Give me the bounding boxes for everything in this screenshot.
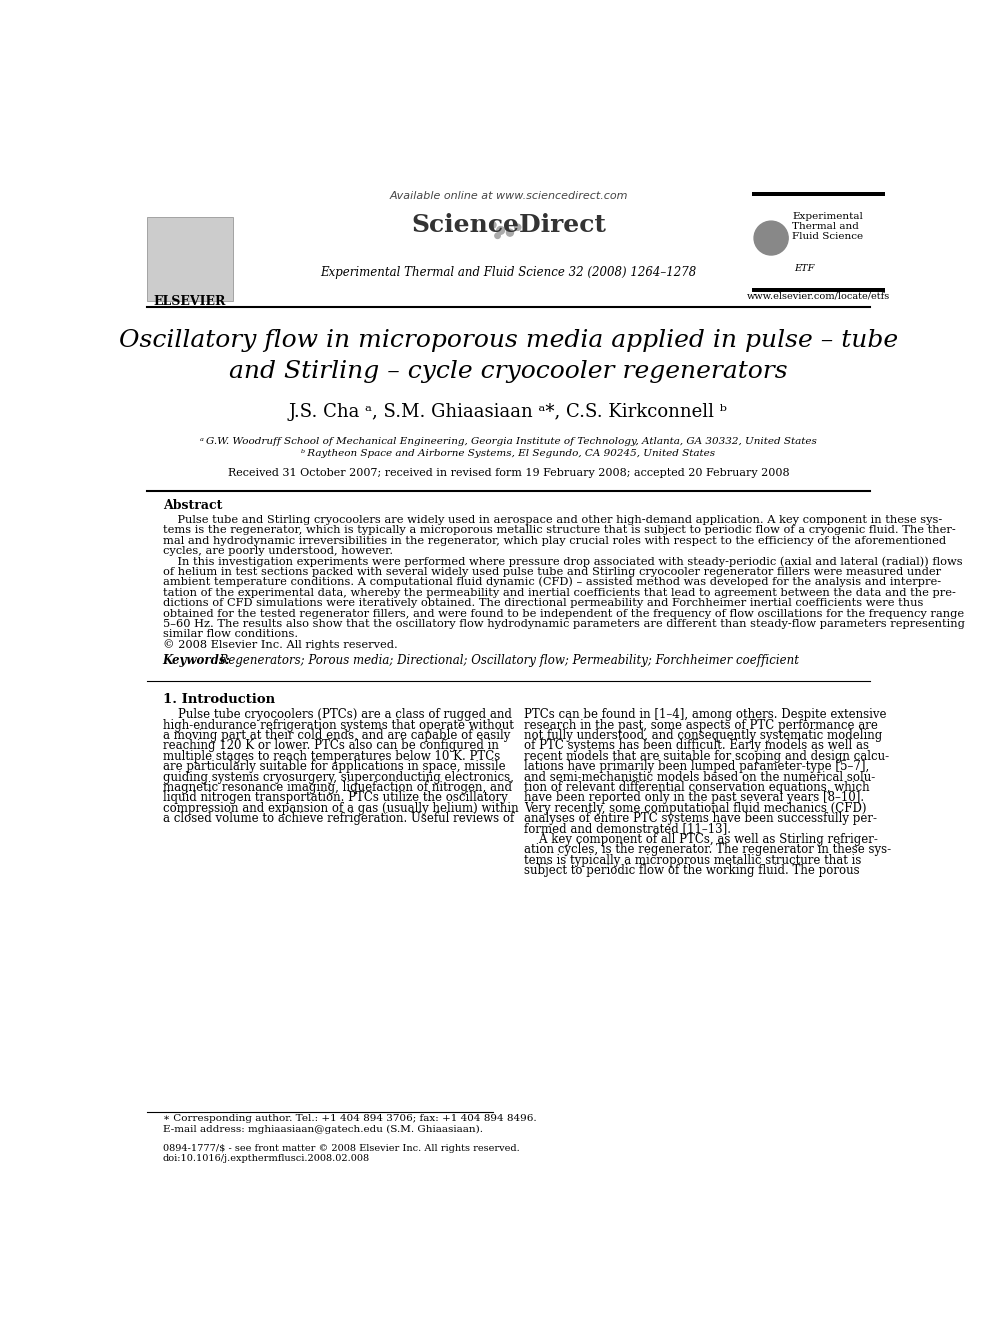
Text: Keywords:: Keywords:	[163, 655, 230, 667]
Text: Available online at www.sciencedirect.com: Available online at www.sciencedirect.co…	[389, 191, 628, 201]
Bar	[752, 288, 885, 292]
Circle shape	[507, 229, 514, 235]
Circle shape	[495, 233, 500, 238]
Text: are particularly suitable for applications in space, missile: are particularly suitable for applicatio…	[163, 761, 505, 773]
Text: similar flow conditions.: similar flow conditions.	[163, 630, 298, 639]
Text: cycles, are poorly understood, however.: cycles, are poorly understood, however.	[163, 546, 393, 556]
Text: Very recently, some computational fluid mechanics (CFD): Very recently, some computational fluid …	[524, 802, 866, 815]
Text: compression and expansion of a gas (usually helium) within: compression and expansion of a gas (usua…	[163, 802, 519, 815]
Text: ᵃ G.W. Woodruff School of Mechanical Engineering, Georgia Institute of Technolog: ᵃ G.W. Woodruff School of Mechanical Eng…	[200, 437, 816, 446]
Text: multiple stages to reach temperatures below 10 K. PTCs: multiple stages to reach temperatures be…	[163, 750, 500, 763]
Text: Experimental Thermal and Fluid Science 32 (2008) 1264–1278: Experimental Thermal and Fluid Science 3…	[320, 266, 696, 279]
Text: mal and hydrodynamic irreversibilities in the regenerator, which play crucial ro: mal and hydrodynamic irreversibilities i…	[163, 536, 946, 546]
Circle shape	[754, 221, 789, 255]
Text: Pulse tube and Stirling cryocoolers are widely used in aerospace and other high-: Pulse tube and Stirling cryocoolers are …	[163, 515, 942, 525]
Text: guiding systems cryosurgery, superconducting electronics,: guiding systems cryosurgery, superconduc…	[163, 770, 514, 783]
Text: 5–60 Hz. The results also show that the oscillatory flow hydrodynamic parameters: 5–60 Hz. The results also show that the …	[163, 619, 964, 628]
Text: ETF: ETF	[795, 263, 814, 273]
Text: tation of the experimental data, whereby the permeability and inertial coefficie: tation of the experimental data, whereby…	[163, 587, 955, 598]
Text: and semi-mechanistic models based on the numerical solu-: and semi-mechanistic models based on the…	[524, 770, 875, 783]
Circle shape	[497, 226, 505, 234]
Text: ation cycles, is the regenerator. The regenerator in these sys-: ation cycles, is the regenerator. The re…	[524, 843, 891, 856]
Text: magnetic resonance imaging, liquefaction of nitrogen, and: magnetic resonance imaging, liquefaction…	[163, 781, 512, 794]
Circle shape	[490, 222, 496, 228]
Text: doi:10.1016/j.expthermflusci.2008.02.008: doi:10.1016/j.expthermflusci.2008.02.008	[163, 1154, 370, 1163]
Text: formed and demonstrated [11–13].: formed and demonstrated [11–13].	[524, 823, 731, 836]
Text: ScienceDirect: ScienceDirect	[411, 213, 606, 237]
Text: a moving part at their cold ends, and are capable of easily: a moving part at their cold ends, and ar…	[163, 729, 510, 742]
Text: obtained for the tested regenerator fillers, and were found to be independent of: obtained for the tested regenerator fill…	[163, 609, 964, 619]
Text: ELSEVIER: ELSEVIER	[154, 295, 226, 308]
Text: of PTC systems has been difficult. Early models as well as: of PTC systems has been difficult. Early…	[524, 740, 869, 753]
Text: © 2008 Elsevier Inc. All rights reserved.: © 2008 Elsevier Inc. All rights reserved…	[163, 639, 398, 650]
Text: analyses of entire PTC systems have been successfully per-: analyses of entire PTC systems have been…	[524, 812, 877, 826]
Text: a closed volume to achieve refrigeration. Useful reviews of: a closed volume to achieve refrigeration…	[163, 812, 514, 826]
Text: and Stirling – cycle cryocooler regenerators: and Stirling – cycle cryocooler regenera…	[229, 360, 788, 384]
Text: PTCs can be found in [1–4], among others. Despite extensive: PTCs can be found in [1–4], among others…	[524, 708, 887, 721]
Text: 0894-1777/$ - see front matter © 2008 Elsevier Inc. All rights reserved.: 0894-1777/$ - see front matter © 2008 El…	[163, 1143, 520, 1152]
Text: subject to periodic flow of the working fluid. The porous: subject to periodic flow of the working …	[524, 864, 859, 877]
Text: tems is the regenerator, which is typically a microporous metallic structure tha: tems is the regenerator, which is typica…	[163, 525, 955, 536]
Text: Received 31 October 2007; received in revised form 19 February 2008; accepted 20: Received 31 October 2007; received in re…	[227, 468, 790, 478]
Text: high-endurance refrigeration systems that operate without: high-endurance refrigeration systems tha…	[163, 718, 514, 732]
Text: J.S. Cha ᵃ, S.M. Ghiaasiaan ᵃ*, C.S. Kirkconnell ᵇ: J.S. Cha ᵃ, S.M. Ghiaasiaan ᵃ*, C.S. Kir…	[289, 402, 728, 421]
Text: liquid nitrogen transportation. PTCs utilize the oscillatory: liquid nitrogen transportation. PTCs uti…	[163, 791, 508, 804]
Text: of helium in test sections packed with several widely used pulse tube and Stirli: of helium in test sections packed with s…	[163, 568, 940, 577]
Text: Experimental
Thermal and
Fluid Science: Experimental Thermal and Fluid Science	[792, 212, 863, 241]
Text: tion of relevant differential conservation equations, which: tion of relevant differential conservati…	[524, 781, 870, 794]
Text: reaching 120 K or lower. PTCs also can be configured in: reaching 120 K or lower. PTCs also can b…	[163, 740, 499, 753]
Text: have been reported only in the past several years [8–10].: have been reported only in the past seve…	[524, 791, 864, 804]
Text: ᵇ Raytheon Space and Airborne Systems, El Segundo, CA 90245, United States: ᵇ Raytheon Space and Airborne Systems, E…	[302, 448, 715, 458]
Text: Abstract: Abstract	[163, 499, 222, 512]
Text: E-mail address: mghiaasiaan@gatech.edu (S.M. Ghiaasiaan).: E-mail address: mghiaasiaan@gatech.edu (…	[163, 1125, 483, 1134]
Text: Pulse tube cryocoolers (PTCs) are a class of rugged and: Pulse tube cryocoolers (PTCs) are a clas…	[163, 708, 512, 721]
Text: research in the past, some aspects of PTC performance are: research in the past, some aspects of PT…	[524, 718, 878, 732]
Text: 1. Introduction: 1. Introduction	[163, 693, 275, 705]
Circle shape	[515, 224, 521, 230]
Text: In this investigation experiments were performed where pressure drop associated : In this investigation experiments were p…	[163, 556, 962, 566]
Text: not fully understood, and consequently systematic modeling: not fully understood, and consequently s…	[524, 729, 882, 742]
Text: tems is typically a microporous metallic structure that is: tems is typically a microporous metallic…	[524, 853, 861, 867]
Text: A key component of all PTCs, as well as Stirling refriger-: A key component of all PTCs, as well as …	[524, 833, 878, 845]
Text: recent models that are suitable for scoping and design calcu-: recent models that are suitable for scop…	[524, 750, 889, 763]
Text: Oscillatory flow in microporous media applied in pulse – tube: Oscillatory flow in microporous media ap…	[119, 329, 898, 352]
Bar	[147, 217, 232, 302]
Text: www.elsevier.com/locate/etfs: www.elsevier.com/locate/etfs	[747, 292, 890, 300]
Bar	[752, 192, 885, 196]
Text: Regenerators; Porous media; Directional; Oscillatory flow; Permeability; Forchhe: Regenerators; Porous media; Directional;…	[212, 655, 800, 667]
Text: ambient temperature conditions. A computational fluid dynamic (CFD) – assisted m: ambient temperature conditions. A comput…	[163, 577, 940, 587]
Text: ∗ Corresponding author. Tel.: +1 404 894 3706; fax: +1 404 894 8496.: ∗ Corresponding author. Tel.: +1 404 894…	[163, 1114, 537, 1123]
Text: lations have primarily been lumped parameter-type [5–7],: lations have primarily been lumped param…	[524, 761, 869, 773]
Text: dictions of CFD simulations were iteratively obtained. The directional permeabil: dictions of CFD simulations were iterati…	[163, 598, 924, 609]
